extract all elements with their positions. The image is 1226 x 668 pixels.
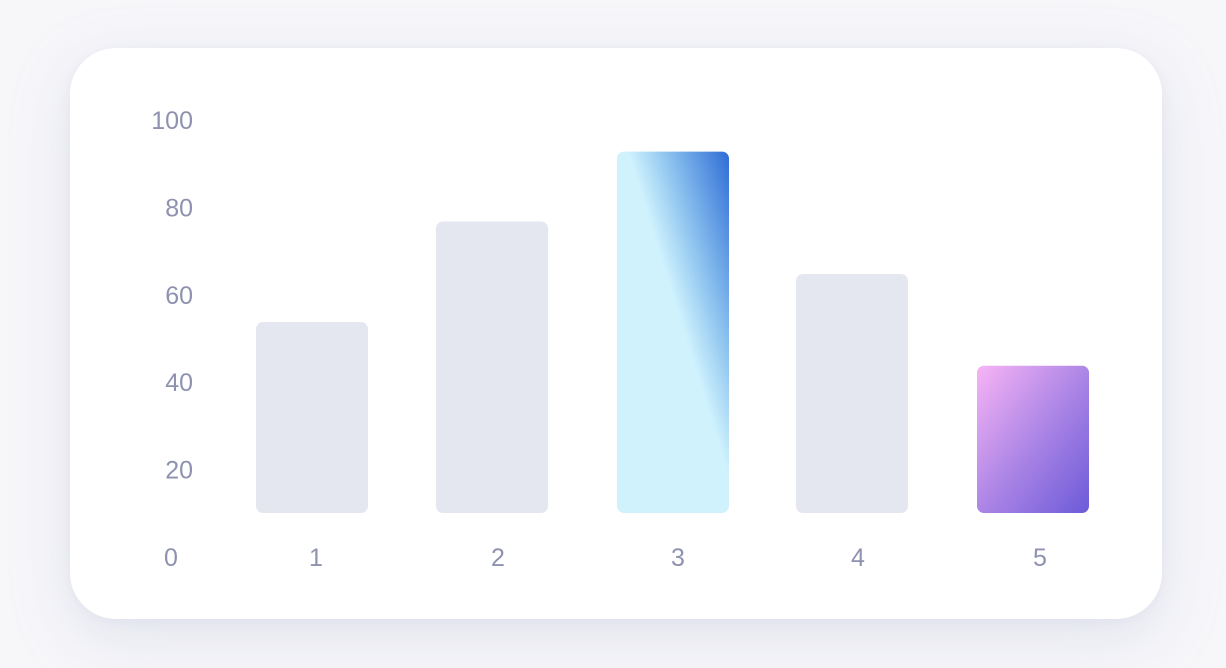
- x-tick-label: 2: [491, 544, 505, 572]
- bars: [256, 151, 1089, 513]
- bar-4: [796, 273, 908, 513]
- x-tick-label: 3: [671, 544, 685, 572]
- bar-2: [436, 221, 548, 513]
- bar-5: [977, 365, 1089, 513]
- y-tick-label: 100: [151, 107, 193, 135]
- y-tick-label: 80: [165, 194, 193, 222]
- y-tick-label: 0: [164, 544, 178, 572]
- y-axis: 0 20 40 60 80 100: [151, 107, 193, 572]
- x-tick-label: 4: [851, 544, 865, 572]
- x-tick-label: 5: [1033, 544, 1047, 572]
- y-tick-label: 40: [165, 369, 193, 397]
- chart-card: [70, 48, 1162, 619]
- x-tick-label: 1: [309, 544, 323, 572]
- y-tick-label: 60: [165, 282, 193, 310]
- bar-3: [617, 151, 729, 513]
- x-axis: 1 2 3 4 5: [309, 544, 1047, 572]
- y-tick-label: 20: [165, 457, 193, 485]
- bar-1: [256, 322, 368, 513]
